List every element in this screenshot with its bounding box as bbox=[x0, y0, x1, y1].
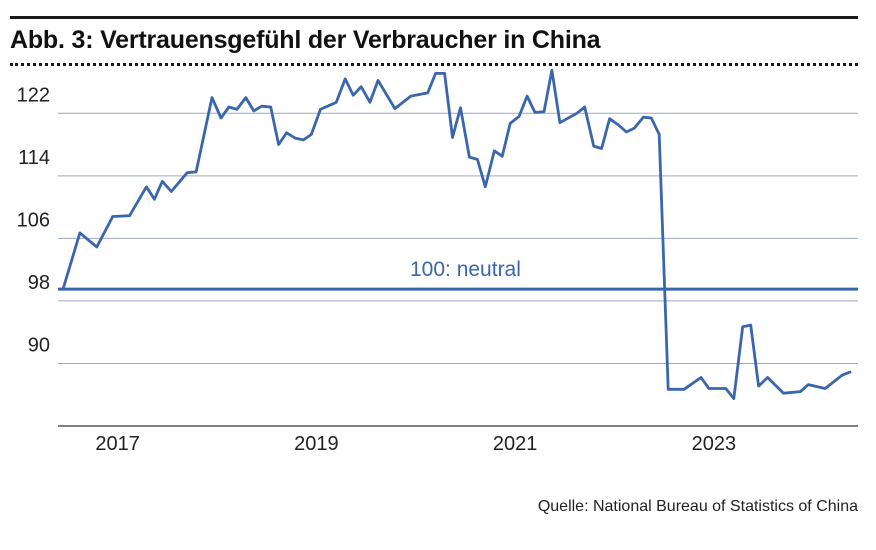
y-tick-label: 90 bbox=[28, 334, 50, 356]
x-tick-label: 2021 bbox=[493, 433, 538, 455]
y-tick-label: 106 bbox=[17, 209, 50, 231]
y-tick-label: 122 bbox=[17, 84, 50, 106]
series-line bbox=[61, 68, 852, 401]
y-tick-label: 114 bbox=[18, 147, 50, 169]
x-tick-label: 2019 bbox=[294, 433, 339, 455]
source-note: Quelle: National Bureau of Statistics of… bbox=[537, 498, 858, 515]
dotted-divider bbox=[10, 63, 858, 66]
x-tick-label: 2023 bbox=[692, 433, 737, 455]
chart-title: Abb. 3: Vertrauensgefühl der Verbraucher… bbox=[10, 26, 601, 54]
y-tick-label: 98 bbox=[28, 272, 50, 294]
x-tick-label: 2017 bbox=[95, 433, 140, 455]
neutral-line-label: 100: neutral bbox=[410, 258, 521, 281]
top-rule bbox=[10, 16, 858, 19]
